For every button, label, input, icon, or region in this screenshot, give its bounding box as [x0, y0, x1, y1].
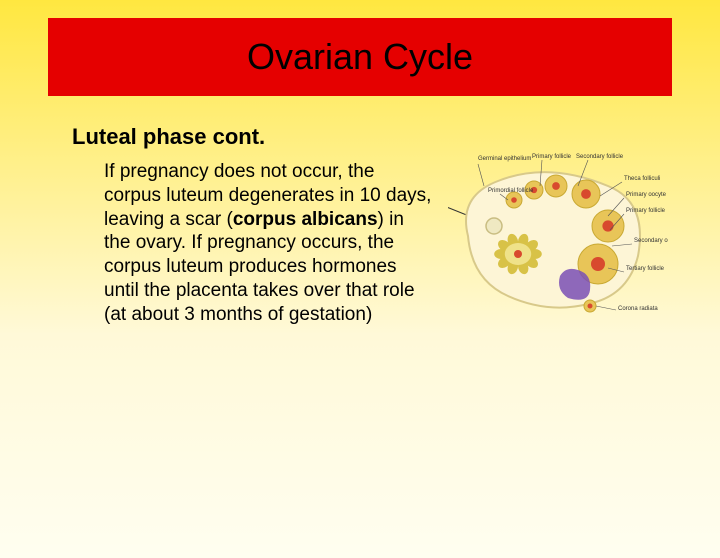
svg-text:Primordial follicle: Primordial follicle [488, 188, 534, 194]
subtitle: Luteal phase cont. [72, 124, 432, 150]
svg-text:Primary follicle: Primary follicle [626, 208, 666, 214]
corpus-albicans [486, 218, 502, 234]
svg-text:Corona radiata: Corona radiata [618, 306, 658, 312]
svg-text:Secondary follicle: Secondary follicle [576, 154, 624, 160]
svg-text:Secondary oocyte: Secondary oocyte [634, 238, 668, 244]
text-column: Luteal phase cont. If pregnancy does not… [72, 124, 432, 351]
svg-text:Theca folliculi: Theca folliculi [624, 176, 660, 182]
title-bar: Ovarian Cycle [48, 18, 672, 96]
diagram-column: Germinal epitheliumPrimary follicleSecon… [448, 146, 668, 351]
body-text: If pregnancy does not occur, the corpus … [72, 160, 432, 326]
svg-text:Primary oocyte: Primary oocyte [626, 192, 667, 198]
slide-title: Ovarian Cycle [48, 36, 672, 78]
svg-text:Primary follicle: Primary follicle [532, 154, 572, 160]
content-area: Luteal phase cont. If pregnancy does not… [72, 124, 660, 351]
svg-text:Tertiary follicle: Tertiary follicle [626, 266, 665, 272]
body-bold: corpus albicans [233, 209, 378, 230]
svg-text:Germinal epithelium: Germinal epithelium [478, 156, 531, 162]
ovary-diagram: Germinal epitheliumPrimary follicleSecon… [448, 146, 668, 346]
